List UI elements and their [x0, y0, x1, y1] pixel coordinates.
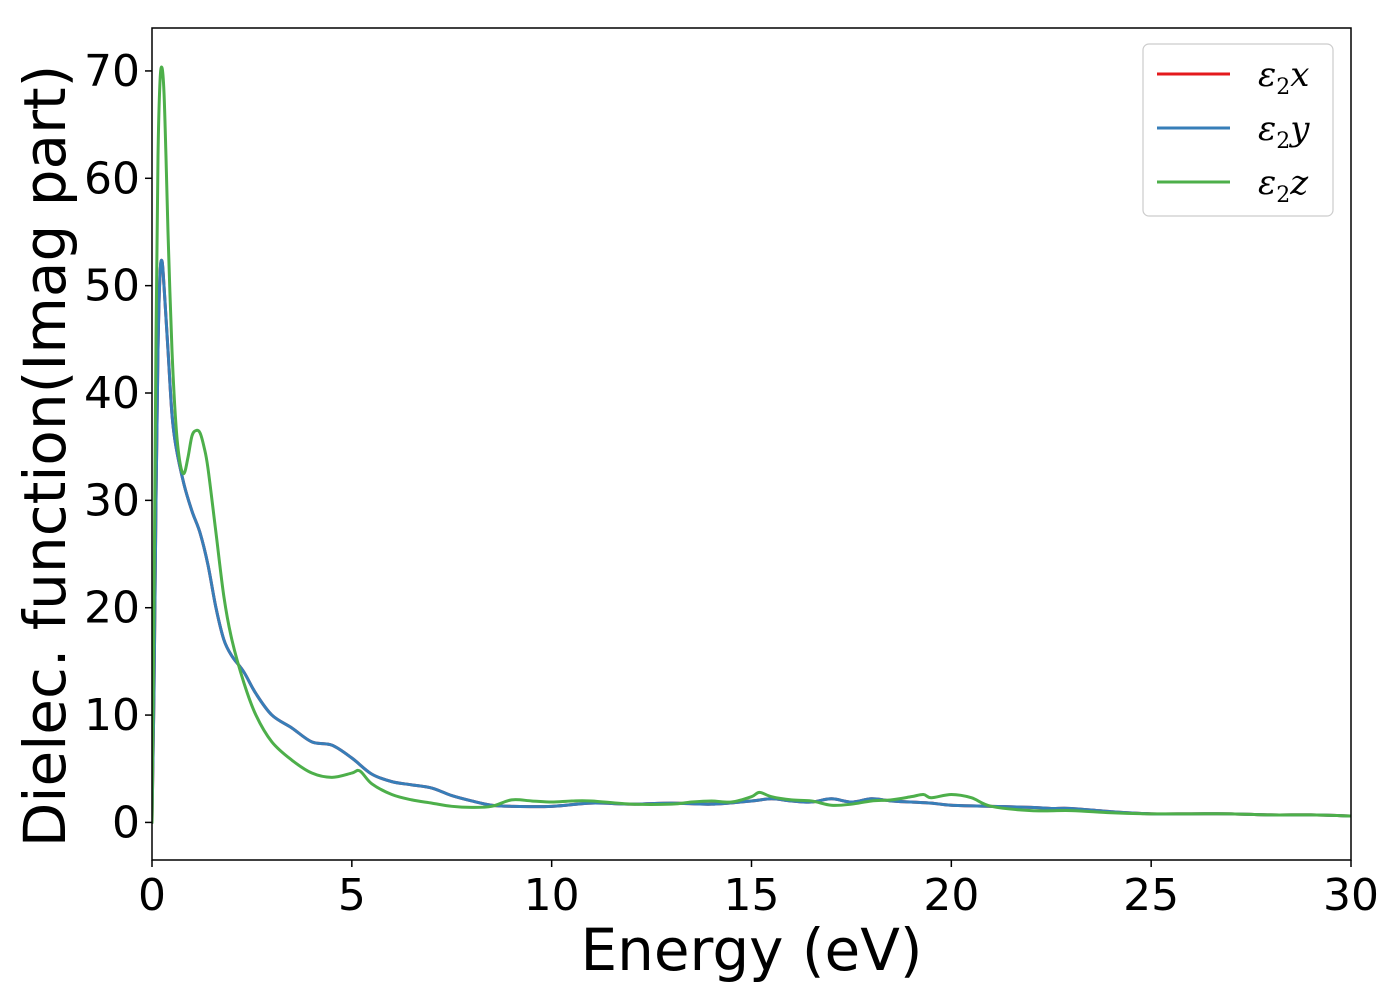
y-tick-label: 30 — [84, 475, 140, 526]
y-tick-label: 60 — [84, 153, 140, 204]
x-tick-label: 25 — [1123, 870, 1179, 921]
y-tick-label: 0 — [112, 797, 140, 848]
y-axis-title: Dielec. function(Imag part) — [11, 65, 79, 848]
legend: ε2x ε2y ε2z — [1142, 43, 1334, 217]
legend-box — [1142, 43, 1334, 217]
x-axis-title: Energy (eV) — [580, 916, 922, 984]
x-tick-label: 20 — [923, 870, 979, 921]
x-tick-label: 30 — [1323, 870, 1379, 921]
x-tick-label: 5 — [338, 870, 366, 921]
x-tick-label: 0 — [138, 870, 166, 921]
y-tick-label: 20 — [84, 583, 140, 634]
x-tick-label: 15 — [724, 870, 780, 921]
legend-label-z: ε2z — [1258, 163, 1309, 208]
y-tick-label: 50 — [84, 261, 140, 312]
x-tick-label: 10 — [524, 870, 580, 921]
series-line-z — [152, 65, 1351, 824]
legend-label-x: ε2x — [1258, 55, 1309, 100]
y-tick-label: 40 — [84, 368, 140, 419]
series-line-y — [152, 258, 1351, 824]
legend-label-y: ε2y — [1258, 109, 1310, 154]
ticks-layer: 0 5 10 15 20 25 30 0 10 20 30 40 50 60 70 — [84, 46, 1379, 921]
y-tick-label: 70 — [84, 46, 140, 97]
series-layer — [152, 65, 1351, 824]
series-line-x — [152, 258, 1351, 824]
y-tick-label: 10 — [84, 690, 140, 741]
